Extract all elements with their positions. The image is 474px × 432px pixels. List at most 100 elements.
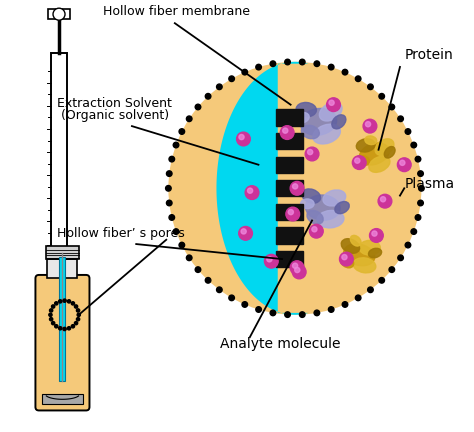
Circle shape [295,267,300,273]
Circle shape [312,227,317,232]
Circle shape [292,184,298,189]
Circle shape [229,295,235,301]
Text: (Organic solvent): (Organic solvent) [61,109,169,122]
Circle shape [205,93,211,99]
Ellipse shape [301,199,314,209]
Circle shape [237,132,250,146]
Bar [58,289,60,304]
Circle shape [365,121,371,127]
Circle shape [308,149,313,155]
Circle shape [264,254,278,268]
Circle shape [419,185,424,191]
Circle shape [173,142,179,148]
Ellipse shape [359,240,380,255]
Circle shape [314,61,319,67]
Circle shape [339,252,353,266]
Circle shape [239,226,253,240]
Ellipse shape [296,102,317,117]
Circle shape [411,142,417,148]
Circle shape [280,126,294,140]
Circle shape [169,156,174,162]
Ellipse shape [369,156,390,172]
Circle shape [63,327,66,330]
Bar [275,133,303,149]
Ellipse shape [384,146,395,158]
Circle shape [368,287,373,292]
Circle shape [290,261,304,274]
Circle shape [378,194,392,208]
Circle shape [342,302,348,307]
Circle shape [342,70,348,75]
Circle shape [256,307,261,312]
Circle shape [195,104,201,110]
Circle shape [356,295,361,301]
Bar [275,204,303,220]
Circle shape [305,147,319,161]
Circle shape [166,200,172,206]
Text: Protein: Protein [405,48,454,62]
Circle shape [352,156,366,169]
Bar [275,251,303,267]
Circle shape [328,64,334,70]
Circle shape [290,181,304,195]
Ellipse shape [355,156,369,166]
Circle shape [71,302,74,305]
Circle shape [415,156,421,162]
Ellipse shape [332,115,346,129]
Circle shape [217,287,222,292]
Bar [53,276,65,289]
Circle shape [355,158,360,163]
Circle shape [310,224,323,238]
Bar [48,10,70,19]
Circle shape [186,255,192,260]
Ellipse shape [340,256,354,268]
Bar [275,227,303,244]
Circle shape [405,129,411,134]
Circle shape [195,267,201,273]
Ellipse shape [302,189,320,203]
Circle shape [52,321,55,325]
Circle shape [169,215,174,220]
Ellipse shape [301,125,319,139]
FancyBboxPatch shape [36,275,90,410]
Circle shape [49,313,52,317]
Circle shape [76,318,80,321]
Circle shape [205,277,211,283]
Ellipse shape [344,244,375,266]
Circle shape [59,300,62,303]
Circle shape [256,64,261,70]
Circle shape [241,229,246,234]
Ellipse shape [353,258,376,273]
Circle shape [379,93,384,99]
Bar [275,180,303,197]
Circle shape [415,215,421,220]
Circle shape [168,62,421,315]
Circle shape [398,116,403,121]
Ellipse shape [307,210,323,224]
Bar [59,257,65,381]
Circle shape [292,263,298,268]
Circle shape [329,100,334,105]
Circle shape [400,160,405,165]
Bar [47,259,77,278]
Text: Hollow fiber membrane: Hollow fiber membrane [103,5,250,18]
Ellipse shape [356,139,375,152]
Circle shape [405,242,411,248]
Bar [275,156,303,173]
Circle shape [368,84,373,89]
Circle shape [229,76,235,82]
Circle shape [381,197,386,202]
Bar [42,394,82,403]
Text: Plasma: Plasma [405,177,455,191]
Circle shape [418,200,423,206]
Ellipse shape [365,136,377,145]
Bar [275,109,303,126]
Circle shape [285,59,291,65]
Bar [46,246,79,259]
Circle shape [300,59,305,65]
Circle shape [292,265,306,279]
Ellipse shape [335,202,349,214]
Circle shape [74,305,78,308]
Ellipse shape [350,235,361,246]
Circle shape [328,307,334,312]
